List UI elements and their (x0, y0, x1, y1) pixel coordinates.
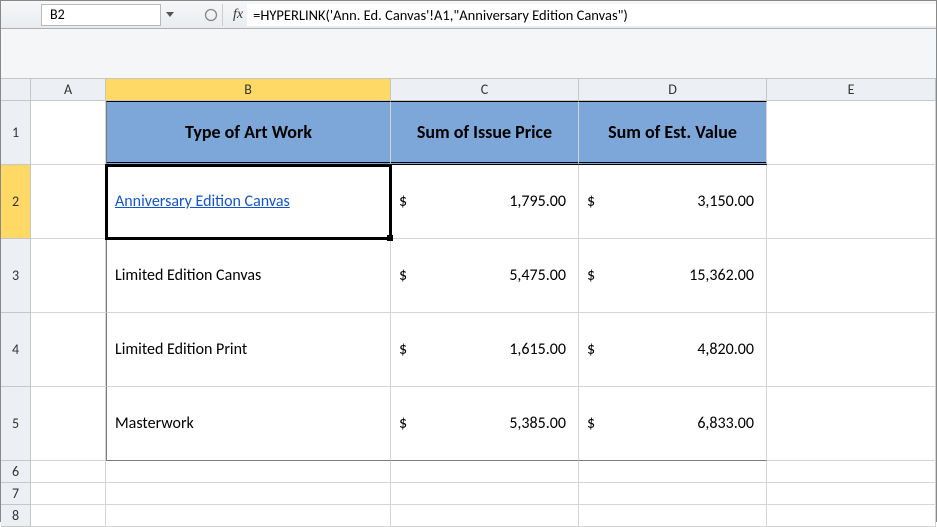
est-value: 6,833.00 (603, 414, 758, 433)
name-box-dropdown[interactable] (161, 4, 179, 26)
currency-symbol: $ (399, 192, 415, 211)
cell-a2[interactable] (31, 165, 106, 239)
issue-value: 1,615.00 (415, 340, 570, 359)
currency-symbol: $ (587, 414, 603, 433)
currency-symbol: $ (587, 340, 603, 359)
name-box-value: B2 (50, 6, 65, 23)
artwork-text: Limited Edition Print (115, 340, 247, 359)
artwork-text: Limited Edition Canvas (115, 266, 261, 285)
col-header-e[interactable]: E (767, 79, 936, 101)
artwork-link[interactable]: Anniversary Edition Canvas (115, 192, 290, 211)
est-value: 15,362.00 (603, 266, 758, 285)
cell-d2[interactable]: $ 3,150.00 (579, 165, 767, 239)
ribbon-spacer (1, 29, 936, 79)
header-issue[interactable]: Sum of Issue Price (391, 101, 579, 165)
cell-b3[interactable]: Limited Edition Canvas (106, 239, 391, 313)
formula-input[interactable]: =HYPERLINK('Ann. Ed. Canvas'!A1,"Anniver… (247, 4, 936, 26)
cell-e2[interactable] (767, 165, 936, 239)
cell-e1[interactable] (767, 101, 936, 165)
formula-bar: B2 fx =HYPERLINK('Ann. Ed. Canvas'!A1,"A… (1, 1, 936, 29)
fx-circle-icon[interactable] (199, 4, 223, 26)
fx-group: fx (199, 4, 247, 26)
row-header-4[interactable]: 4 (1, 313, 31, 387)
cell-c7[interactable] (391, 483, 579, 505)
header-type[interactable]: Type of Art Work (106, 101, 391, 165)
currency-symbol: $ (399, 414, 415, 433)
cell-b7[interactable] (106, 483, 391, 505)
cell-d5[interactable]: $ 6,833.00 (579, 387, 767, 461)
cell-d4[interactable]: $ 4,820.00 (579, 313, 767, 387)
cell-a3[interactable] (31, 239, 106, 313)
cell-c6[interactable] (391, 461, 579, 483)
col-header-c[interactable]: C (391, 79, 579, 101)
header-est[interactable]: Sum of Est. Value (579, 101, 767, 165)
cell-a6[interactable] (31, 461, 106, 483)
cell-a8[interactable] (31, 505, 106, 527)
cell-b4[interactable]: Limited Edition Print (106, 313, 391, 387)
chevron-down-icon (166, 12, 174, 17)
cell-d8[interactable] (579, 505, 767, 527)
issue-value: 5,475.00 (415, 266, 570, 285)
currency-symbol: $ (587, 266, 603, 285)
cell-b8[interactable] (106, 505, 391, 527)
currency-symbol: $ (587, 192, 603, 211)
cell-a7[interactable] (31, 483, 106, 505)
cell-c4[interactable]: $ 1,615.00 (391, 313, 579, 387)
fx-label[interactable]: fx (225, 7, 247, 23)
row-header-3[interactable]: 3 (1, 239, 31, 313)
row-header-5[interactable]: 5 (1, 387, 31, 461)
issue-value: 5,385.00 (415, 414, 570, 433)
col-header-d[interactable]: D (579, 79, 767, 101)
cell-d7[interactable] (579, 483, 767, 505)
cell-b5[interactable]: Masterwork (106, 387, 391, 461)
row-header-8[interactable]: 8 (1, 505, 31, 527)
cell-e7[interactable] (767, 483, 936, 505)
formula-text: =HYPERLINK('Ann. Ed. Canvas'!A1,"Anniver… (253, 6, 628, 24)
issue-value: 1,795.00 (415, 192, 570, 211)
col-header-a[interactable]: A (31, 79, 106, 101)
worksheet-grid[interactable]: A B C D E 1 Type of Art Work Sum of Issu… (1, 79, 936, 527)
cell-c3[interactable]: $ 5,475.00 (391, 239, 579, 313)
currency-symbol: $ (399, 266, 415, 285)
currency-symbol: $ (399, 340, 415, 359)
cell-e4[interactable] (767, 313, 936, 387)
cell-a5[interactable] (31, 387, 106, 461)
row-header-7[interactable]: 7 (1, 483, 31, 505)
cell-a1[interactable] (31, 101, 106, 165)
row-header-6[interactable]: 6 (1, 461, 31, 483)
cell-a4[interactable] (31, 313, 106, 387)
cell-c5[interactable]: $ 5,385.00 (391, 387, 579, 461)
col-header-b[interactable]: B (106, 79, 391, 101)
select-all-corner[interactable] (1, 79, 31, 101)
est-value: 4,820.00 (603, 340, 758, 359)
row-header-1[interactable]: 1 (1, 101, 31, 165)
cell-d6[interactable] (579, 461, 767, 483)
cell-e6[interactable] (767, 461, 936, 483)
cell-b2[interactable]: Anniversary Edition Canvas (106, 165, 391, 239)
cell-c2[interactable]: $ 1,795.00 (391, 165, 579, 239)
cell-e3[interactable] (767, 239, 936, 313)
cell-c8[interactable] (391, 505, 579, 527)
est-value: 3,150.00 (603, 192, 758, 211)
cell-d3[interactable]: $ 15,362.00 (579, 239, 767, 313)
cell-e8[interactable] (767, 505, 936, 527)
artwork-text: Masterwork (115, 414, 194, 433)
name-box[interactable]: B2 (41, 4, 161, 26)
cell-e5[interactable] (767, 387, 936, 461)
cell-b6[interactable] (106, 461, 391, 483)
row-header-2[interactable]: 2 (1, 165, 31, 239)
